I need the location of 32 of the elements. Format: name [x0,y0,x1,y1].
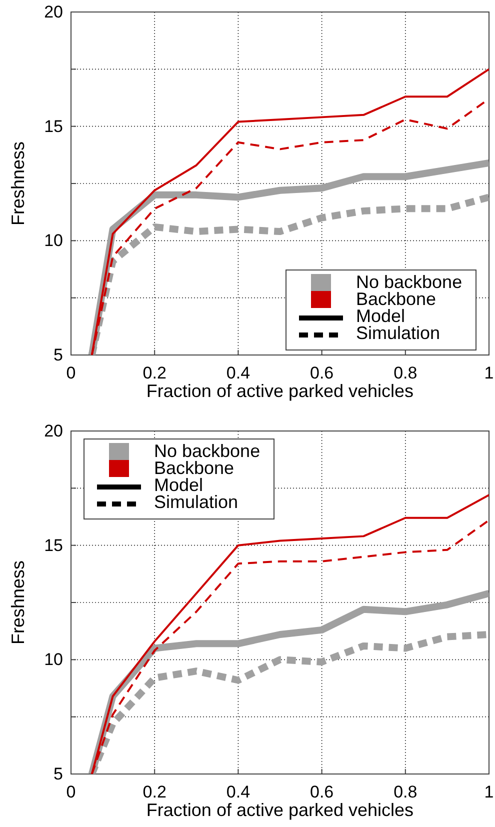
annotation: No backbone [356,272,462,292]
x-axis-title: Fraction of active parked vehicles [146,381,414,401]
y-tick-label: 5 [54,345,63,364]
annotation: Simulation [154,492,238,512]
y-tick-label: 15 [44,116,63,136]
x-tick-label: 0 [66,363,76,382]
annotation: Simulation [356,323,440,343]
y-tick-label: 5 [54,764,63,784]
annotation: Backbone [356,289,436,309]
x-tick-label: 0.2 [142,782,166,802]
x-tick-label: 0.2 [142,363,166,382]
x-tick-label: 0 [66,782,76,802]
x-tick-label: 0.8 [394,782,418,802]
y-tick-label: 20 [44,421,63,440]
annotation: Backbone [154,458,234,478]
y-tick-label: 20 [44,2,63,22]
x-tick-label: 0.4 [226,363,250,382]
x-axis-title: Fraction of active parked vehicles [146,800,414,820]
y-tick-label: 10 [44,231,63,250]
x-tick-label: 0.6 [310,782,334,802]
x-tick-label: 0.4 [226,782,250,802]
x-tick-label: 0.8 [394,363,418,382]
y-axis-title: Freshness [8,141,28,226]
annotation: Model [154,475,204,495]
x-tick-label: 1 [484,782,494,802]
y-axis-title: Freshness [8,560,28,645]
x-tick-label: 1 [484,363,494,382]
annotation: No backbone [154,441,260,461]
y-tick-label: 15 [44,536,63,555]
annotation: Model [356,306,406,326]
y-tick-label: 10 [44,650,63,670]
x-tick-label: 0.6 [310,363,334,382]
